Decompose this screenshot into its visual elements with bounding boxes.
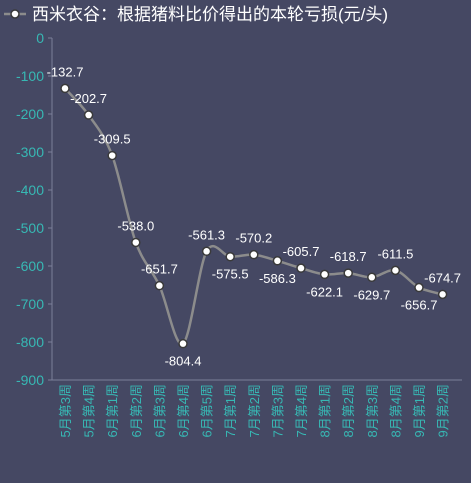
data-point (225, 251, 235, 262)
data-points (60, 83, 448, 349)
x-tick-label: 8月第1周 (318, 384, 333, 437)
x-axis-ticks: 5月第3周 5月第4周 6月第1周 6月第2周 6月第3周 6月第4周 6月第5周 7月第1周… (58, 384, 451, 437)
y-tick-label: -100 (16, 68, 44, 84)
legend-label: 西米衣谷：根据猪料比价得出的本轮亏损(元/头) (32, 5, 388, 24)
data-point (343, 268, 353, 278)
data-label: -656.7 (401, 298, 438, 313)
data-label: -674.7 (424, 270, 461, 285)
data-point (178, 338, 188, 349)
data-label: -202.7 (70, 91, 107, 106)
data-point (83, 110, 94, 120)
data-point (437, 289, 448, 300)
y-axis-ticks: 0 -100 -200 -300 -400 -500 -600 -700 -800 -900 (16, 30, 52, 388)
y-tick-label: -500 (16, 220, 44, 236)
data-point (414, 282, 424, 293)
y-tick-label: -200 (16, 106, 44, 122)
x-tick-label: 6月第3周 (152, 384, 167, 437)
x-tick-label: 8月第4周 (388, 384, 403, 437)
data-label: -561.3 (188, 227, 225, 242)
y-tick-label: -700 (16, 296, 44, 312)
data-label: -651.7 (141, 262, 178, 277)
data-label: -804.4 (165, 354, 202, 369)
y-tick-label: -300 (16, 144, 44, 160)
y-tick-label: -600 (16, 258, 44, 274)
y-tick-label: 0 (36, 30, 44, 46)
legend-marker-icon (10, 9, 20, 19)
x-tick-label: 8月第2周 (341, 384, 356, 437)
x-tick-label: 9月第1周 (412, 384, 427, 437)
x-tick-label: 6月第4周 (176, 384, 191, 437)
data-point (296, 263, 306, 273)
data-point (60, 83, 70, 94)
data-point (367, 272, 377, 283)
data-label: -586.3 (259, 271, 296, 286)
data-label: -629.7 (353, 287, 390, 302)
data-label: -622.1 (306, 284, 343, 299)
data-point (154, 280, 165, 291)
data-point (201, 246, 212, 257)
data-label: -309.5 (94, 132, 131, 147)
x-tick-label: 6月第5周 (200, 384, 215, 437)
x-tick-label: 6月第2周 (129, 384, 144, 437)
y-tick-label: -400 (16, 182, 44, 198)
data-label: -611.5 (377, 246, 413, 261)
data-point (272, 256, 283, 266)
y-tick-label: -800 (16, 334, 44, 350)
data-point (131, 237, 141, 248)
x-tick-label: 7月第3周 (270, 384, 285, 437)
data-label: -575.5 (212, 267, 249, 282)
data-labels: -132.7 -202.7 -309.5 -538.0 -651.7 -804.4 -561… (47, 64, 461, 368)
data-label: -538.0 (117, 218, 154, 233)
legend: 西米衣谷：根据猪料比价得出的本轮亏损(元/头) (4, 5, 388, 24)
x-tick-label: 8月第3周 (365, 384, 380, 437)
data-point (390, 265, 401, 276)
data-point (319, 269, 330, 280)
x-tick-label: 9月第2周 (436, 384, 451, 437)
x-tick-label: 5月第4周 (82, 384, 97, 437)
x-tick-label: 7月第2周 (247, 384, 262, 437)
data-label: -570.2 (235, 231, 272, 246)
x-tick-label: 5月第3周 (58, 384, 73, 437)
data-point (249, 249, 259, 260)
data-label: -605.7 (283, 244, 320, 259)
y-tick-label: -900 (16, 372, 44, 388)
data-label: -618.7 (330, 249, 367, 264)
x-tick-label: 7月第4周 (294, 384, 309, 437)
data-point (107, 150, 117, 161)
x-tick-label: 6月第1周 (105, 384, 120, 437)
x-tick-label: 7月第1周 (223, 384, 238, 437)
data-label: -132.7 (47, 64, 84, 79)
